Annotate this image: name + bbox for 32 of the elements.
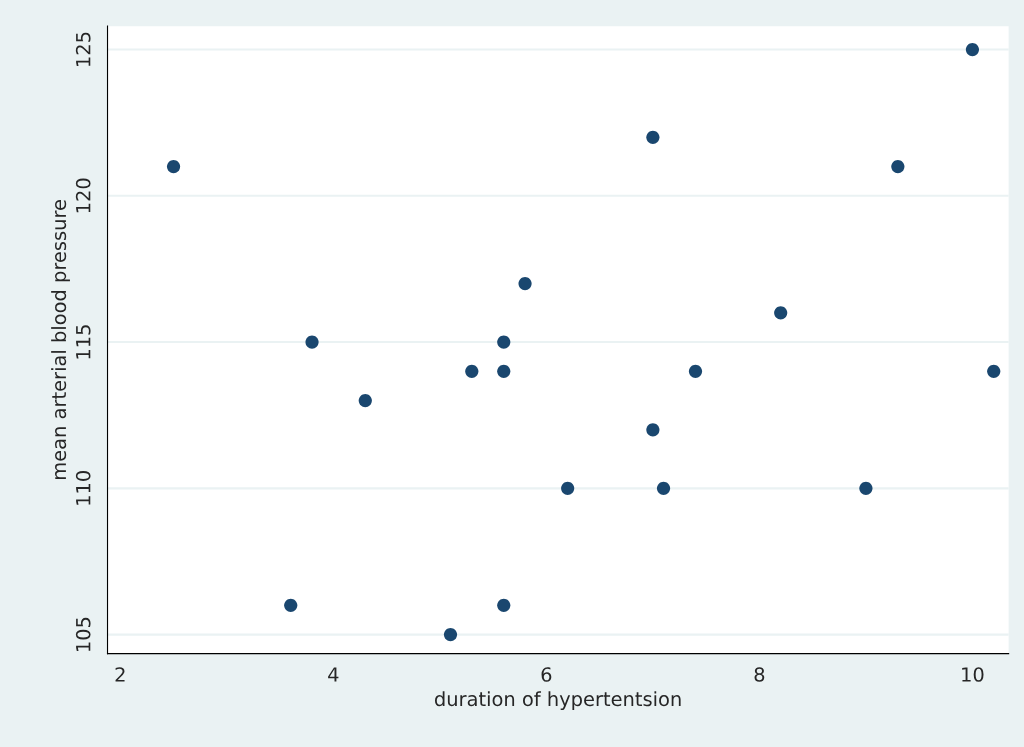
point [646, 423, 660, 437]
point [646, 130, 660, 144]
x-tick-label: 10 [962, 667, 984, 682]
point [965, 42, 980, 57]
point [497, 364, 511, 378]
point [859, 481, 873, 495]
y-tick-label: 105 [75, 617, 91, 652]
point [305, 335, 319, 349]
x-tick-label: 4 [328, 667, 339, 682]
point [166, 159, 181, 174]
x-tick-label: 8 [754, 667, 765, 682]
point [443, 628, 458, 642]
x-tick-label: 2 [115, 667, 125, 682]
x-tick-label: 6 [541, 667, 552, 682]
point [561, 481, 575, 495]
point [358, 394, 372, 408]
y-tick-label: 115 [76, 325, 91, 359]
point [465, 364, 479, 378]
point [656, 481, 671, 495]
point [688, 364, 703, 378]
x-axis-title: duration of hypertentsion [434, 691, 681, 711]
y-tick-label: 120 [75, 178, 91, 213]
point [518, 276, 532, 291]
y-axis-title: mean arterial blood pressure [51, 200, 70, 479]
point [497, 335, 511, 349]
point [891, 159, 905, 174]
point [987, 364, 1001, 378]
y-tick-label: 110 [75, 471, 91, 505]
point [284, 598, 298, 612]
y-tick-label: 125 [75, 32, 91, 66]
point [774, 306, 788, 320]
point [497, 598, 511, 612]
